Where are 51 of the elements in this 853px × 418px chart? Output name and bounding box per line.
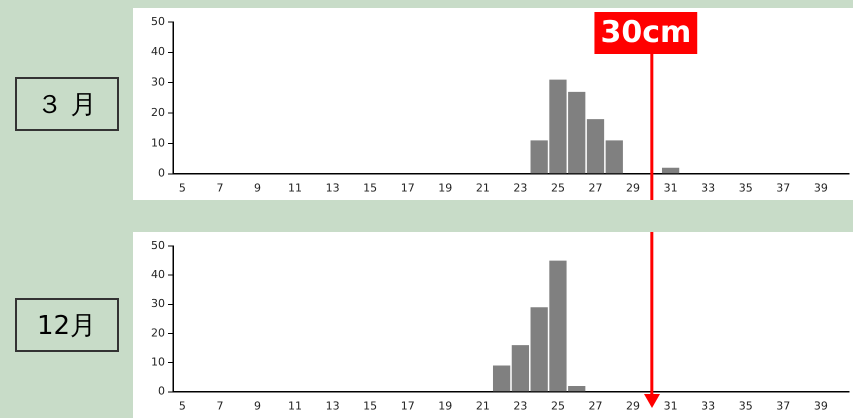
x-tick-label: 9 [254, 399, 261, 412]
text: 12月 [14, 298, 118, 352]
x-tick-label: 33 [701, 181, 716, 194]
y-tick-label: 0 [158, 384, 165, 398]
x-tick-label: 7 [216, 181, 224, 194]
x-tick-label: 39 [814, 399, 828, 412]
x-tick-label: 17 [400, 181, 415, 194]
x-tick-label: 11 [288, 399, 302, 412]
x-tick-label: 27 [588, 181, 602, 194]
x-tick-label: 37 [776, 399, 790, 412]
y-tick-label: 30 [151, 297, 165, 310]
y-tick-label: 50 [151, 238, 165, 252]
ref-line-label: 30cm [600, 14, 692, 50]
x-tick-label: 35 [738, 399, 753, 412]
y-tick-label: 40 [151, 268, 165, 282]
x-tick-label: 37 [776, 181, 790, 194]
x-tick-label: 23 [513, 399, 528, 412]
x-tick-label: 21 [476, 181, 490, 194]
x-tick-label: 39 [814, 181, 828, 194]
y-tick-label: 0 [158, 166, 165, 180]
x-tick-label: 13 [326, 399, 340, 412]
x-tick-label: 29 [626, 181, 640, 194]
x-tick-label: 15 [363, 399, 378, 412]
text: ３ 月 [14, 77, 118, 131]
x-tick-label: 31 [664, 399, 678, 412]
x-tick-label: 9 [254, 181, 261, 194]
x-tick-label: 15 [363, 181, 378, 194]
x-tick-label: 27 [588, 399, 602, 412]
x-tick-label: 7 [216, 399, 224, 412]
y-tick-label: 50 [151, 14, 165, 28]
y-tick-label: 40 [151, 45, 165, 58]
x-tick-label: 25 [550, 399, 565, 412]
x-tick-label: 19 [438, 181, 452, 194]
x-tick-label: 23 [513, 181, 528, 194]
x-tick-label: 25 [550, 181, 565, 194]
x-tick-label: 29 [626, 399, 640, 412]
x-tick-label: 5 [178, 181, 186, 194]
y-tick-label: 10 [151, 356, 165, 368]
x-tick-label: 5 [178, 399, 186, 412]
x-tick-label: 19 [438, 399, 452, 412]
y-tick-label: 10 [151, 136, 165, 150]
y-tick-label: 20 [151, 326, 165, 340]
x-tick-label: 35 [738, 181, 753, 194]
y-tick-label: 30 [151, 76, 165, 89]
y-tick-label: 20 [151, 106, 165, 119]
x-tick-label: 13 [326, 181, 340, 194]
x-tick-label: 11 [288, 181, 302, 194]
x-tick-label: 17 [400, 399, 415, 412]
x-tick-label: 21 [476, 399, 490, 412]
x-tick-label: 31 [664, 181, 678, 194]
x-tick-label: 33 [701, 399, 716, 412]
